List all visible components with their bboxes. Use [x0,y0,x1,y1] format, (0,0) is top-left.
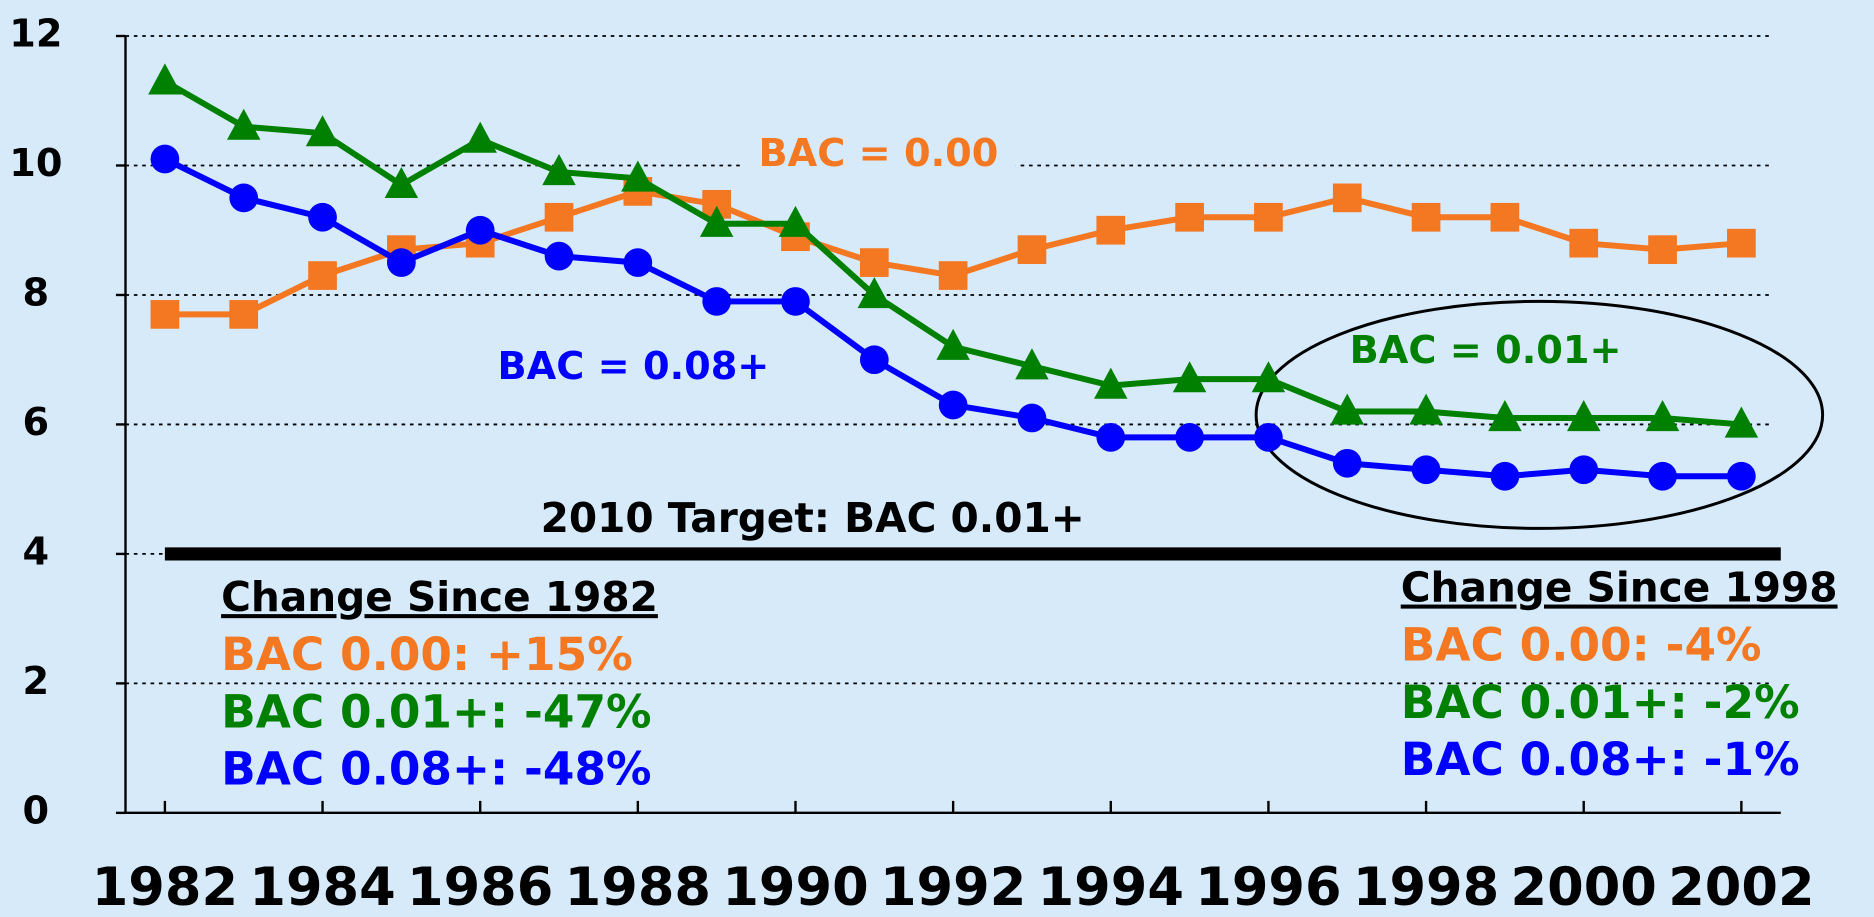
marker [778,205,813,237]
marker [1569,455,1599,485]
marker [1015,348,1049,380]
marker [229,183,259,213]
y-tick-label: 12 [9,13,62,57]
marker [699,205,734,237]
x-tick-label: 1990 [722,857,868,917]
marker [1490,461,1520,491]
marker [1411,202,1441,232]
marker [1172,361,1207,393]
marker [542,154,576,186]
marker [150,300,180,329]
marker [1175,423,1204,452]
marker [1727,461,1756,491]
marker [1490,202,1520,232]
marker [148,63,182,95]
marker [1096,215,1126,245]
change-line: BAC 0.08+: -1% [1401,733,1800,786]
change-line: BAC 0.01+: -47% [221,685,651,738]
series-label: BAC = 0.01+ [1350,329,1622,373]
x-tick-label: 1994 [1038,857,1184,917]
marker [1409,393,1443,425]
marker [387,248,416,277]
marker [1017,403,1047,433]
marker [938,261,968,290]
y-tick-label: 6 [23,401,50,445]
series-label: BAC = 0.00 [759,132,999,176]
change-line: BAC 0.08+: -48% [221,743,651,796]
marker [702,287,732,316]
x-tick-label: 1988 [565,857,711,917]
y-tick-label: 2 [23,660,50,704]
highlight-ellipse [1254,299,1825,530]
x-tick-label: 2000 [1511,857,1657,917]
change-title: Change Since 1982 [221,573,658,621]
marker [384,166,419,199]
marker [938,390,968,420]
marker [781,287,810,316]
marker [1094,367,1128,399]
marker [623,248,653,277]
marker [1724,406,1759,438]
y-tick-label: 8 [23,271,50,315]
marker [544,202,574,232]
marker [463,121,497,153]
x-tick-label: 1984 [249,857,395,917]
marker [1096,423,1126,452]
marker [1645,400,1680,432]
marker [1648,461,1677,491]
marker [1411,455,1441,485]
y-tick-label: 10 [9,142,62,186]
marker [305,115,340,147]
marker [465,215,495,245]
marker [621,160,655,192]
marker [1175,202,1204,232]
x-tick-label: 1992 [880,857,1026,917]
marker [544,241,574,271]
target-label: 2010 Target: BAC 0.01+ [541,494,1085,542]
marker [1488,400,1522,432]
x-tick-label: 1986 [407,857,553,917]
marker [1330,393,1364,425]
label-bg [740,131,1016,180]
marker [1727,228,1756,258]
marker [226,108,261,140]
change-line: BAC 0.00: -4% [1401,618,1762,671]
x-tick-label: 2002 [1668,857,1814,917]
x-tick-label: 1998 [1353,857,1499,917]
x-tick-label: 1982 [92,857,238,917]
marker [1254,423,1283,452]
y-tick-label: 0 [23,789,50,833]
marker [150,144,180,174]
marker [936,328,970,360]
marker [859,345,889,375]
marker [1017,235,1047,264]
marker [1251,361,1286,393]
marker [1332,448,1362,478]
marker [1332,183,1362,213]
marker [859,248,889,277]
marker [229,300,259,329]
change-line: BAC 0.01+: -2% [1401,676,1800,729]
x-tick-label: 1996 [1195,857,1341,917]
marker [1254,202,1283,232]
marker [1566,400,1601,432]
y-tick-label: 4 [23,530,50,574]
marker [1648,235,1677,264]
marker [1569,228,1599,258]
marker [308,261,337,290]
marker [308,202,337,232]
series-label: BAC = 0.08+ [498,345,770,389]
change-line: BAC 0.00: +15% [221,628,633,681]
marker [857,277,892,309]
change-title: Change Since 1998 [1401,564,1838,612]
